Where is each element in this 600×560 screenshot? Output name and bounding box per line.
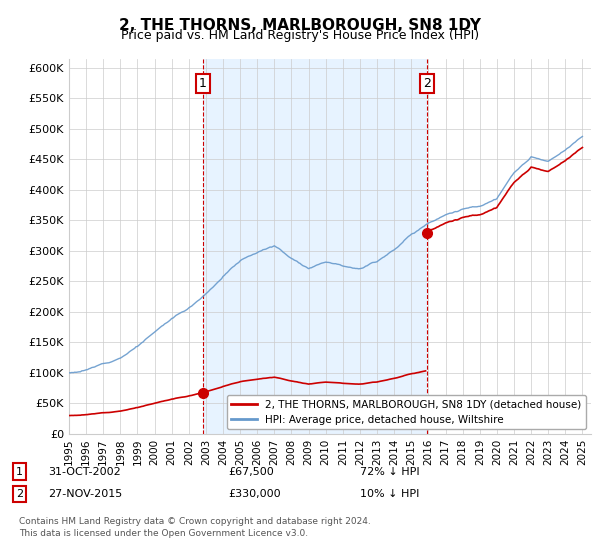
Text: 1: 1 <box>16 466 23 477</box>
Text: £67,500: £67,500 <box>228 466 274 477</box>
Text: 2: 2 <box>423 77 431 90</box>
Text: 2: 2 <box>16 489 23 499</box>
Bar <box>203 59 427 434</box>
Text: 1: 1 <box>199 77 207 90</box>
Text: 27-NOV-2015: 27-NOV-2015 <box>48 489 122 499</box>
Text: 2, THE THORNS, MARLBOROUGH, SN8 1DY: 2, THE THORNS, MARLBOROUGH, SN8 1DY <box>119 18 481 33</box>
Text: Price paid vs. HM Land Registry's House Price Index (HPI): Price paid vs. HM Land Registry's House … <box>121 29 479 42</box>
Text: 10% ↓ HPI: 10% ↓ HPI <box>360 489 419 499</box>
Text: Contains HM Land Registry data © Crown copyright and database right 2024.: Contains HM Land Registry data © Crown c… <box>19 517 371 526</box>
Text: £330,000: £330,000 <box>228 489 281 499</box>
Text: This data is licensed under the Open Government Licence v3.0.: This data is licensed under the Open Gov… <box>19 529 308 538</box>
Legend: 2, THE THORNS, MARLBOROUGH, SN8 1DY (detached house), HPI: Average price, detach: 2, THE THORNS, MARLBOROUGH, SN8 1DY (det… <box>227 395 586 429</box>
Text: 72% ↓ HPI: 72% ↓ HPI <box>360 466 419 477</box>
Text: 31-OCT-2002: 31-OCT-2002 <box>48 466 121 477</box>
